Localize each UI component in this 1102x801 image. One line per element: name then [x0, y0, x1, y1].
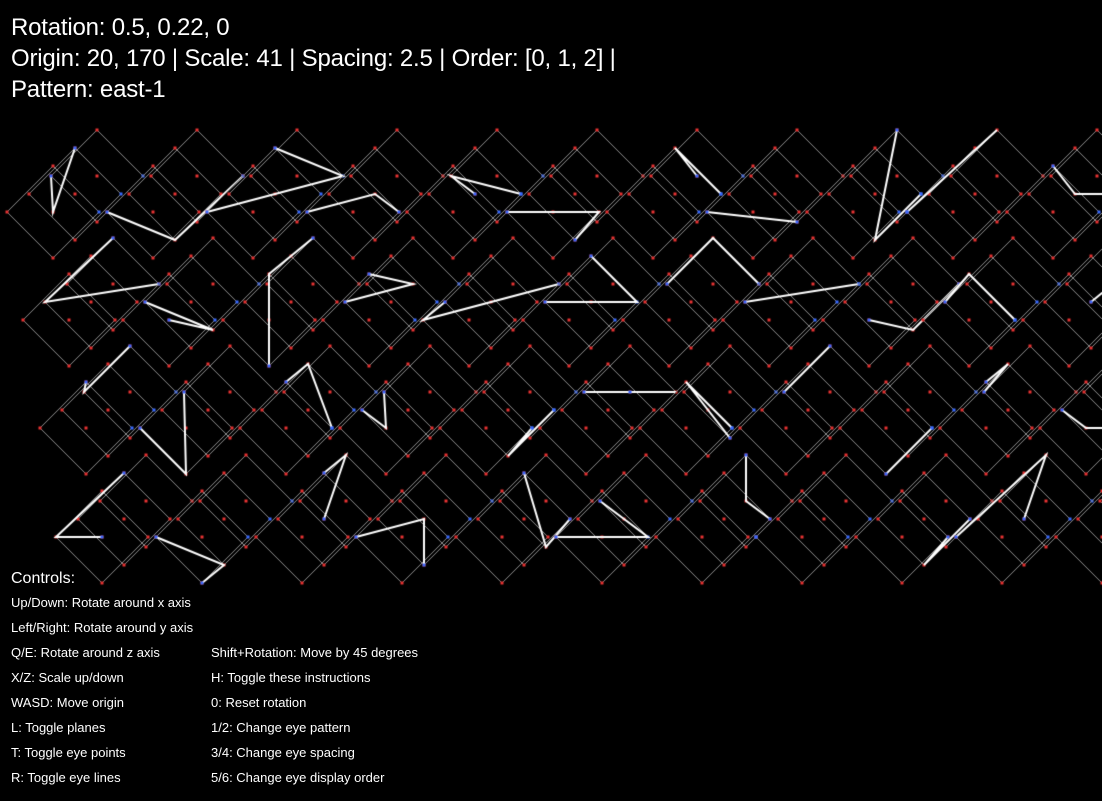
origin-scale-spacing-order-readout: Origin: 20, 170 | Scale: 41 | Spacing: 2…	[11, 45, 616, 72]
control-rotate-z: Q/E: Rotate around z axis	[11, 645, 160, 660]
control-toggle-instructions: H: Toggle these instructions	[211, 670, 371, 685]
controls-list: Up/Down: Rotate around x axis Left/Right…	[11, 590, 611, 790]
control-toggle-planes: L: Toggle planes	[11, 720, 106, 735]
control-rotate-y: Left/Right: Rotate around y axis	[11, 620, 194, 635]
status-overlay: Rotation: 0.5, 0.22, 0 Origin: 20, 170 |…	[11, 12, 616, 105]
control-scale: X/Z: Scale up/down	[11, 670, 124, 685]
control-shift-rotation: Shift+Rotation: Move by 45 degrees	[211, 645, 419, 660]
control-move-origin: WASD: Move origin	[11, 695, 124, 710]
controls-title: Controls:	[11, 570, 76, 587]
control-toggle-eye-lines: R: Toggle eye lines	[11, 770, 121, 785]
control-toggle-eye-points: T: Toggle eye points	[11, 745, 126, 760]
control-reset-rotation: 0: Reset rotation	[211, 695, 307, 710]
control-eye-spacing: 3/4: Change eye spacing	[211, 745, 355, 760]
control-display-order: 5/6: Change eye display order	[211, 770, 385, 785]
rotation-readout: Rotation: 0.5, 0.22, 0	[11, 14, 230, 41]
control-eye-pattern: 1/2: Change eye pattern	[211, 720, 351, 735]
control-rotate-x: Up/Down: Rotate around x axis	[11, 595, 191, 610]
pattern-readout: Pattern: east-1	[11, 76, 166, 103]
controls-instructions: Controls: Up/Down: Rotate around x axis …	[11, 569, 611, 790]
